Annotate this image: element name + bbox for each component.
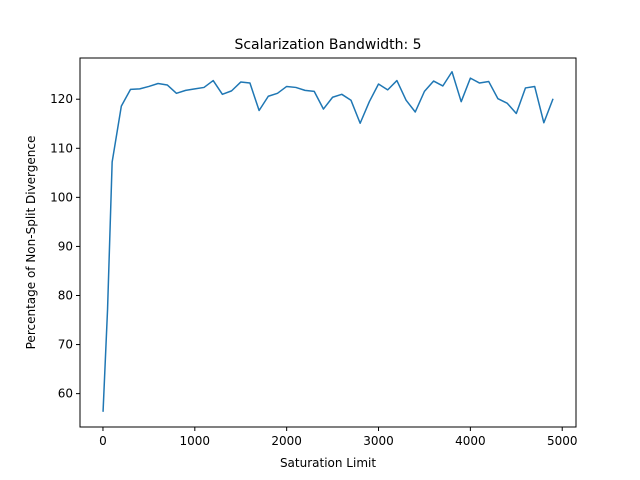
x-axis-label: Saturation Limit <box>280 456 376 470</box>
y-tick-label: 110 <box>50 141 73 155</box>
y-tick-label: 70 <box>58 338 73 352</box>
y-axis-ticks: 60 70 80 90 100 110 120 <box>50 92 80 401</box>
x-axis-ticks: 0 1000 2000 3000 4000 5000 <box>99 427 577 448</box>
y-tick-label: 80 <box>58 288 73 302</box>
plot-frame <box>79 57 577 428</box>
y-tick-label: 100 <box>50 190 73 204</box>
y-tick-label: 60 <box>58 387 73 401</box>
chart-title: Scalarization Bandwidth: 5 <box>234 37 421 53</box>
x-tick-label: 5000 <box>547 434 578 448</box>
x-tick-label: 3000 <box>363 434 394 448</box>
x-tick-label: 1000 <box>180 434 211 448</box>
y-tick-label: 90 <box>58 239 73 253</box>
x-tick-label: 4000 <box>455 434 486 448</box>
series-line-0 <box>102 70 554 412</box>
y-axis-label: Percentage of Non-Split Divergence <box>24 136 38 350</box>
y-tick-label: 120 <box>50 92 73 106</box>
plot-area <box>102 70 554 412</box>
x-tick-label: 0 <box>99 434 107 448</box>
x-tick-label: 2000 <box>271 434 302 448</box>
